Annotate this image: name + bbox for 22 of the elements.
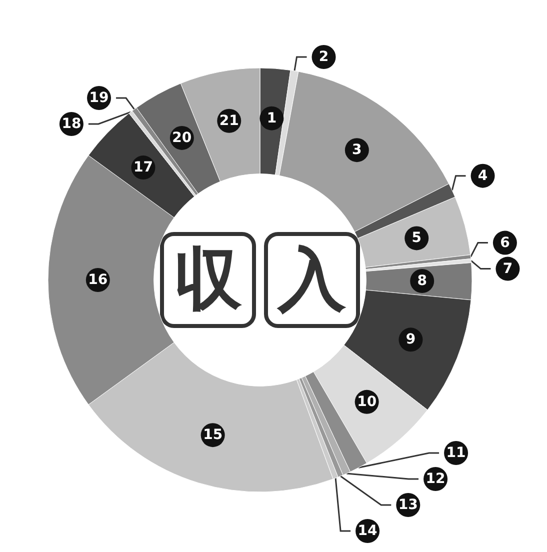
slice-label: 8 [417,273,427,290]
slice-label: 11 [446,445,466,461]
slice-label: 5 [412,230,422,246]
slice-label: 4 [478,168,488,184]
slice-label: 19 [89,90,109,106]
slice-label: 12 [426,471,446,487]
slice-label: 10 [357,394,377,410]
slice-label: 14 [358,523,378,539]
slice-label: 9 [406,332,416,348]
slice-label: 7 [502,260,513,277]
slice-label: 20 [172,130,192,146]
slice-label: 6 [500,234,510,251]
slice-label: 1 [266,110,277,126]
slice-label: 15 [203,427,223,444]
slice-label: 17 [133,160,153,176]
slice-label: 3 [352,142,362,158]
slice-label: 13 [398,497,418,513]
slice-label: 2 [318,49,329,66]
slice-label: 21 [219,112,239,129]
text: 収入 [174,240,347,320]
slice-label: 18 [62,116,82,132]
slice-label: 16 [88,272,108,288]
